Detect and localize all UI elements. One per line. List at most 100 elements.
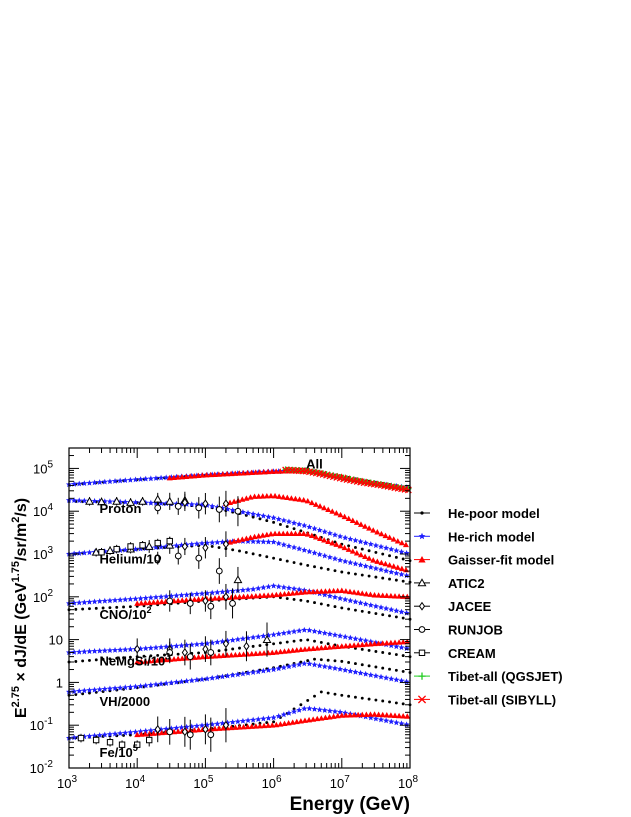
he-rich-point [275,665,282,672]
gaisser-point [378,559,385,566]
gaisser-point [195,654,202,660]
legend-label: JACEE [448,599,492,614]
gaisser-point [297,718,304,724]
y-tick-label: 10 [49,633,63,648]
legend-item: Tibet-all (QGSJET) [414,669,563,684]
he-rich-point [296,627,303,634]
legend-marker [418,672,426,680]
gaisser-point [272,530,279,536]
gaisser-point [353,550,360,556]
gaisser-point [378,530,385,537]
atic2-point [85,496,94,505]
he-poor-point [265,555,269,559]
gaisser-point [211,595,218,601]
he-poor-point [299,638,303,642]
gaisser-point [179,655,186,661]
he-poor-point [394,578,398,582]
gaisser-point [191,596,198,602]
he-poor-point [197,651,201,655]
he-poor-point [285,597,289,600]
he-rich-point [403,572,410,579]
gaisser-point [288,530,295,536]
he-poor-point [401,654,405,658]
gaisser-point [289,719,296,725]
he-poor-point [81,692,85,696]
he-rich-point [367,564,374,570]
gaisser-point [379,640,386,646]
cream-point [98,549,105,556]
gaisser-point [280,494,287,500]
component-label-sup: 5 [133,743,138,753]
gaisser-point [272,492,279,499]
he-rich-point [81,480,88,486]
cream-point [113,545,120,553]
gaisser-point [138,658,145,665]
gaisser-point [300,496,307,503]
he-rich-point [372,603,379,609]
he-rich-point [193,540,200,547]
he-poor-point [292,527,296,531]
he-poor-point [313,694,316,698]
he-poor-point [278,522,282,526]
he-rich-point [219,588,226,595]
he-rich-point [367,714,374,721]
gaisser-point [312,534,319,540]
legend-marker [417,578,427,587]
gaisser-point [224,470,231,477]
he-rich-point [229,636,236,643]
he-rich-point [301,522,308,529]
tick-base: 10 [33,504,47,519]
component-label: CNO/102 [100,605,152,622]
gaisser-point [317,535,324,542]
he-rich-point [158,680,165,687]
legend-marker [418,556,426,563]
he-rich-point [347,667,354,674]
legend-item: He-rich model [414,529,535,544]
he-poor-point [306,599,310,603]
he-rich-point [137,728,144,735]
atic2-point [112,496,122,505]
gaisser-point [334,712,341,719]
gaisser-point [382,532,389,539]
gaisser-point [216,725,223,731]
gaisser-point [162,656,169,663]
gaisser-point [370,557,377,563]
he-rich-point [367,638,374,645]
he-rich-point [291,585,298,592]
gaisser-point [398,539,405,546]
component-label: NeMgSi/103 [100,651,171,668]
he-rich-point [76,497,83,504]
gaisser-point [265,722,272,728]
gaisser-point [293,647,300,653]
he-rich-point [311,661,318,668]
he-rich-point [357,538,364,545]
gaisser-point [402,541,409,548]
gaisser-point [363,590,370,597]
he-poor-point [388,554,391,558]
he-rich-point [301,705,308,712]
gaisser-point [256,723,263,729]
gaisser-point [183,597,190,603]
he-rich-point [321,552,328,559]
he-rich-point [101,731,108,738]
runjob-point [207,602,215,610]
gaisser-point [383,639,390,646]
gaisser-point [273,591,280,598]
he-rich-point [285,629,292,635]
tick-exponent: 5 [208,774,214,785]
he-rich-point [81,497,88,504]
he-rich-point [214,539,221,545]
he-poor-point [401,579,405,583]
he-poor-point [340,570,344,574]
jacee-series [134,490,250,747]
he-rich-point [321,707,328,713]
gaisser-point [308,532,315,539]
legend-item: CREAM [414,646,496,661]
he-poor-point [340,693,344,697]
gaisser-point [363,711,370,717]
gaisser-point [363,641,370,647]
he-rich-point [331,631,339,638]
he-poor-point [347,544,351,548]
gaisser-point [277,721,284,727]
runjob-point [174,502,182,510]
